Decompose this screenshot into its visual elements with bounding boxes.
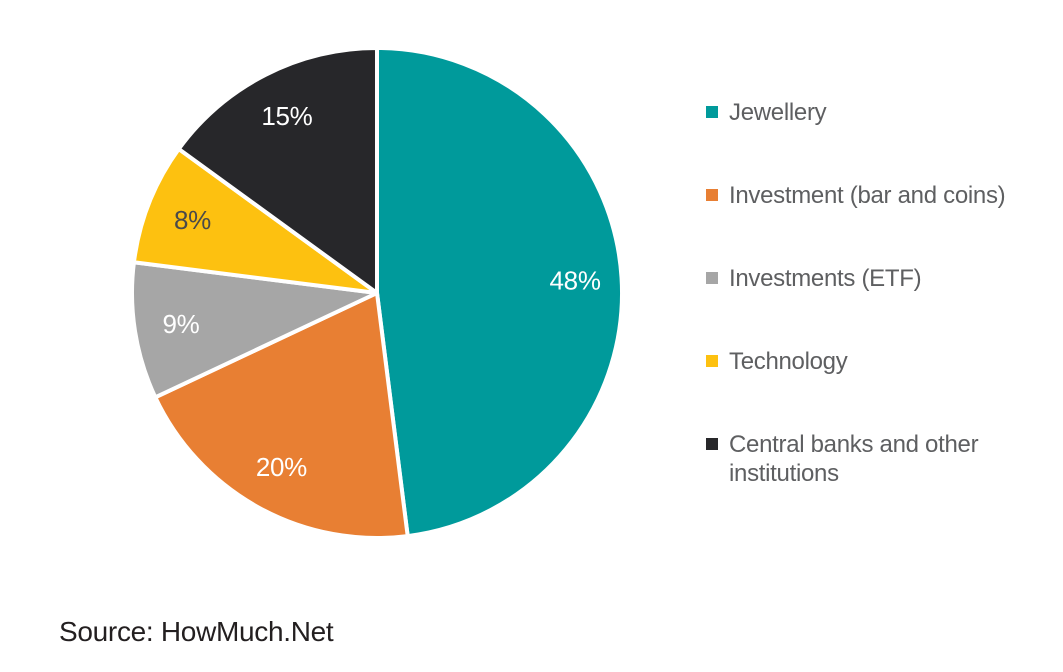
legend-swatch-icon (706, 272, 718, 284)
pie-slice-value-label-investments-etf: 9% (163, 309, 200, 339)
source-attribution: Source: HowMuch.Net (59, 616, 334, 647)
legend-item-investments-etf: Investments (ETF) (706, 264, 1007, 293)
legend-item-label: Investments (ETF) (729, 265, 922, 292)
pie-slice-value-label-jewellery: 48% (550, 266, 601, 296)
legend-item-technology: Technology (706, 347, 1007, 376)
pie-chart: 48% 20% 9% 8% 15% (130, 46, 624, 540)
pie-slice-value-label-investment-bar-and-coins: 20% (256, 452, 307, 482)
legend-item-label: Central banks and other institutions (729, 431, 979, 487)
legend-item-label: Technology (729, 348, 848, 375)
legend-item-label: Investment (bar and coins) (729, 182, 1006, 209)
legend-swatch-icon (706, 106, 718, 118)
pie-slice-technology (131, 146, 379, 295)
pie-slice-jewellery (375, 46, 624, 539)
chart-legend: Jewellery Investment (bar and coins) Inves… (706, 98, 1007, 542)
pie-slice-value-label-central-banks-and-other-institutions: 15% (261, 101, 312, 131)
legend-swatch-icon (706, 189, 718, 201)
legend-item-investment-bar-and-coins: Investment (bar and coins) (706, 181, 1007, 210)
legend-item-jewellery: Jewellery (706, 98, 1007, 127)
legend-item-central-banks-and-other-institutions: Central banks and other institutions (706, 430, 1007, 488)
pie-slice-investments-etf (130, 260, 379, 400)
pie-slice-investment-bar-and-coins (153, 291, 410, 540)
legend-swatch-icon (706, 355, 718, 367)
legend-item-label: Jewellery (729, 99, 827, 126)
pie-slice-central-banks-and-other-institutions (176, 46, 379, 295)
legend-swatch-icon (706, 438, 718, 450)
pie-slice-value-label-technology: 8% (174, 205, 211, 235)
